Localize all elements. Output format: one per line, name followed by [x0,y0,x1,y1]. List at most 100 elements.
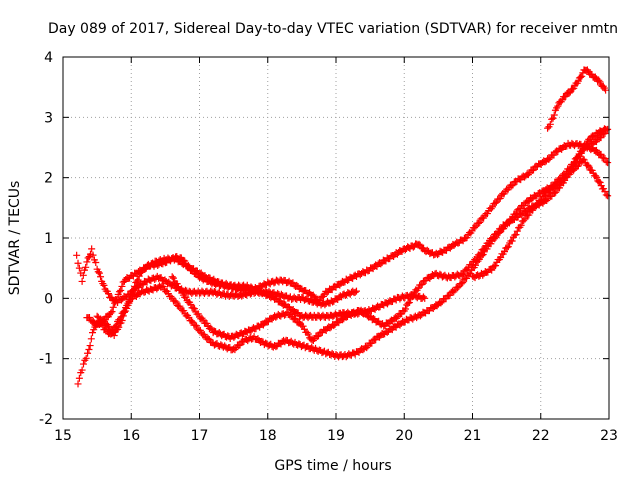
data-point [554,102,562,110]
data-point [290,314,298,322]
data-point [89,329,97,337]
y-tick-label: 4 [44,50,53,66]
data-point [433,302,441,310]
data-point [544,124,552,132]
x-tick-label: 15 [54,428,72,444]
data-point [137,267,145,275]
y-tick-label: 1 [44,231,53,247]
x-tick-label: 16 [122,428,140,444]
data-point [597,134,605,142]
data-point [596,78,604,86]
x-tick-label: 23 [600,428,618,444]
data-point [472,256,480,264]
data-point [409,291,417,299]
data-point [363,344,371,352]
data-point [174,283,182,291]
data-point [593,173,601,181]
data-point [79,271,87,279]
data-point [601,130,609,138]
data-point [592,172,600,180]
data-point [550,189,558,197]
data-point [315,332,323,340]
y-tick-label: 3 [44,110,53,126]
data-point [477,249,485,257]
data-point [580,156,588,164]
data-point [303,328,311,336]
data-point [370,315,378,323]
data-point [105,290,112,298]
data-point [187,301,195,309]
data-point [178,287,186,295]
data-point [476,218,484,226]
data-point [117,296,125,304]
data-point [82,354,90,362]
data-point [604,125,612,133]
data-point [528,195,536,203]
data-point [352,287,360,295]
x-tick-label: 20 [395,428,413,444]
chart-title: Day 089 of 2017, Sidereal Day-to-day VTE… [48,21,618,37]
data-point [177,286,185,294]
data-point [193,322,201,330]
series-track-c [93,125,610,361]
y-tick-label: -2 [39,412,53,428]
data-point [404,299,412,307]
data-point [171,297,179,305]
data-point [359,346,367,354]
data-point [366,312,374,320]
data-point [88,245,96,253]
data-point [330,322,338,330]
data-point [236,341,244,349]
data-point [552,188,560,196]
data-point [339,316,347,324]
data-point [577,149,585,157]
data-point [108,308,116,316]
data-point [323,289,331,297]
data-point [125,291,133,299]
data-point [313,333,321,341]
x-tick-label: 21 [464,428,482,444]
data-point [474,219,482,227]
data-point [569,85,577,93]
data-point [94,313,102,321]
data-point [521,215,529,223]
data-point [182,293,190,301]
data-point [454,284,462,292]
x-tick-label: 17 [191,428,209,444]
series-track-b [73,245,360,309]
data-point [78,277,86,285]
data-point [418,280,426,288]
data-point [184,262,192,270]
data-point [89,251,97,259]
data-point [191,305,199,313]
data-point [487,205,495,213]
data-point [508,237,516,245]
data-point [109,303,117,311]
data-point [489,234,497,242]
data-point [396,321,404,329]
data-point [463,234,471,242]
y-axis-label: SDTVAR / TECUs [7,181,23,296]
data-point [536,197,544,205]
data-point [84,254,92,262]
data-point [84,349,92,357]
series-track-g [469,155,612,282]
data-point [504,243,512,251]
data-point [100,281,108,289]
x-tick-label: 19 [327,428,345,444]
data-point [292,315,300,323]
x-tick-label: 22 [532,428,550,444]
data-point [138,281,146,289]
data-point [117,313,125,321]
data-point [596,179,604,187]
data-point [460,270,468,278]
data-point [604,159,612,167]
data-point [601,154,609,162]
data-point [377,260,385,268]
data-point [578,72,586,80]
data-point [491,199,499,207]
data-point [272,294,280,302]
data-point [601,188,609,196]
data-point [574,77,582,85]
